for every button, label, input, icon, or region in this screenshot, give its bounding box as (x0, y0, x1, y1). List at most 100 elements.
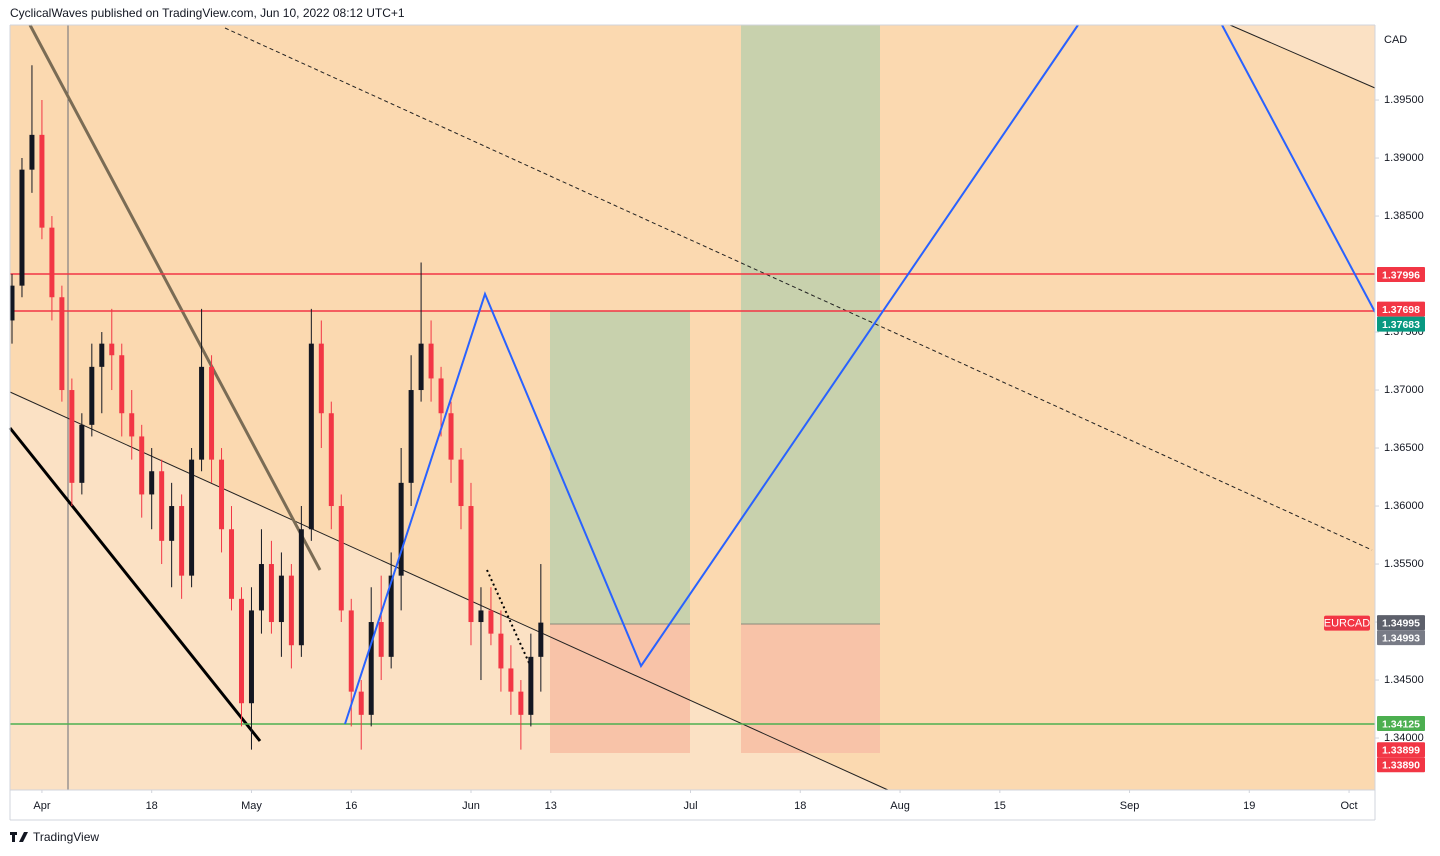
candle-body (328, 413, 334, 507)
candle-body (538, 622, 544, 657)
candle-body (408, 390, 414, 483)
x-tick-label: May (241, 800, 262, 812)
candle-body (458, 459, 464, 507)
x-tick-label: Oct (1340, 800, 1357, 812)
trend-line (28, 24, 322, 571)
candle-body (99, 343, 105, 367)
candle-body (9, 285, 15, 321)
dashed-trend-line (224, 27, 1373, 551)
x-tick-label: Sep (1120, 800, 1140, 812)
candle-body (438, 378, 444, 414)
projection-path (344, 24, 1079, 725)
loss-zone (741, 624, 880, 753)
y-tick-label: 1.36500 (1384, 442, 1424, 454)
price-label: 1.34125 (1382, 718, 1420, 730)
profit-zone (550, 311, 690, 624)
candle-body (498, 633, 504, 669)
candle-body (209, 366, 215, 460)
candle-body (248, 610, 254, 704)
candle-body (49, 227, 55, 298)
candle-body (109, 343, 115, 356)
candle-body (278, 575, 284, 623)
candle-body (238, 598, 244, 704)
price-label: 1.37996 (1382, 269, 1420, 281)
candle-body (508, 668, 514, 692)
candle-body (139, 436, 145, 495)
candle-body (488, 610, 494, 634)
candle-body (298, 529, 304, 646)
symbol-label: EURCAD (1324, 618, 1371, 630)
candle-body (199, 366, 205, 460)
projection-path (1221, 24, 1376, 313)
price-label: 1.34993 (1382, 632, 1420, 644)
x-tick-label: 13 (545, 800, 557, 812)
candles (9, 65, 544, 750)
price-label-tag (1377, 267, 1425, 283)
candle-body (19, 169, 25, 286)
x-tick-label: 18 (146, 800, 158, 812)
price-label: 1.37698 (1382, 304, 1420, 316)
profit-zone (741, 25, 880, 624)
time-axis (0, 790, 1440, 820)
price-label-tag (1377, 615, 1425, 631)
logo (10, 832, 28, 842)
candle-body (129, 413, 135, 437)
y-tick-label: 1.34000 (1384, 732, 1424, 744)
candle-body (318, 343, 324, 414)
candle-body (338, 506, 344, 611)
trend-line (1229, 24, 1376, 89)
price-label-tag (1377, 630, 1425, 646)
x-tick-label: 16 (345, 800, 357, 812)
x-tick-label: 18 (794, 800, 806, 812)
candle-body (358, 691, 364, 715)
candle-body (159, 471, 165, 541)
candle-body (388, 575, 394, 657)
candle-body (308, 343, 314, 530)
candle-body (468, 506, 474, 623)
candle-body (268, 564, 274, 623)
candle-body (428, 343, 434, 379)
price-label-tag (1377, 757, 1425, 773)
candle-body (119, 355, 125, 414)
symbol-tag (1324, 615, 1370, 631)
candle-body (189, 459, 195, 576)
candle-body (518, 691, 524, 715)
price-label-tag (1377, 301, 1425, 317)
price-label-tag (1377, 742, 1425, 758)
y-tick-label: 1.34500 (1384, 674, 1424, 686)
x-tick-label: Jun (462, 800, 480, 812)
candle-body (378, 622, 384, 657)
y-tick-label: 1.36000 (1384, 500, 1424, 512)
y-tick-label: 1.35500 (1384, 558, 1424, 570)
candle-body (39, 134, 45, 228)
candle-body (288, 575, 294, 646)
y-tick-label: 1.39000 (1384, 152, 1424, 164)
candle-body (59, 297, 65, 391)
loss-zone (550, 624, 690, 753)
header: CyclicalWaves published on TradingView.c… (10, 6, 405, 20)
x-tick-label: 15 (994, 800, 1006, 812)
candle-body (179, 506, 185, 576)
candle-body (448, 413, 454, 460)
price-label-tag (1377, 716, 1425, 732)
price-label: 1.33890 (1382, 760, 1420, 772)
price-label: 1.37683 (1382, 319, 1420, 331)
x-tick-label: Aug (890, 800, 910, 812)
candle-body (348, 610, 354, 692)
candle-body (29, 134, 35, 170)
candle-body (89, 366, 95, 425)
x-tick-label: Jul (683, 800, 697, 812)
x-tick-label: 19 (1243, 800, 1255, 812)
candle-body (478, 610, 484, 623)
candle-body (258, 564, 264, 611)
price-axis (1375, 25, 1440, 825)
y-tick-label: 1.38500 (1384, 210, 1424, 222)
candle-body (418, 343, 424, 391)
candle-body (398, 482, 404, 576)
price-label-tag (1377, 316, 1425, 332)
x-tick-label: Apr (33, 800, 50, 812)
price-label: 1.34995 (1382, 617, 1420, 629)
candle-body (149, 471, 155, 495)
